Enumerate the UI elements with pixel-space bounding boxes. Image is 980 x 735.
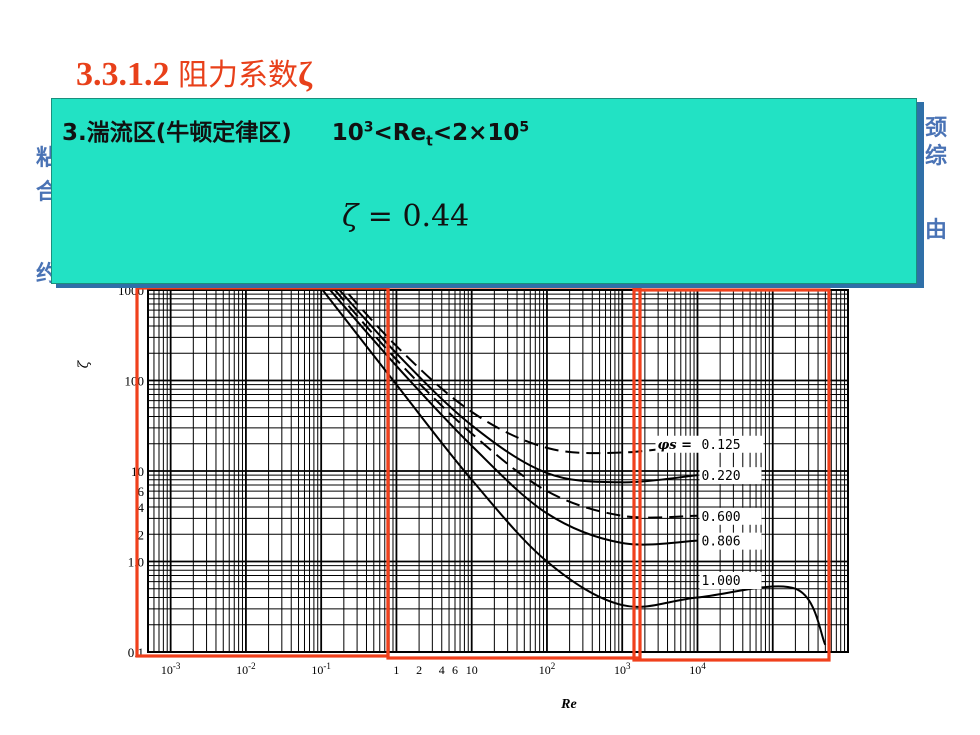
x-tick-label: 1 <box>393 663 399 677</box>
slide-title-text: 阻力系数 <box>178 58 298 93</box>
range-part: 10 <box>331 120 364 146</box>
series-line <box>320 287 827 646</box>
y-tick-label: 4 <box>138 500 145 515</box>
plot-frame <box>147 289 849 653</box>
x-tick-label: 2 <box>416 663 422 677</box>
slide-title-number: 3.3.1.2 <box>76 56 178 93</box>
range-exponent: 5 <box>519 119 530 136</box>
x-tick-label: 10 <box>466 663 478 677</box>
highlight-box-newton-region <box>632 288 831 662</box>
x-tick-label: 104 <box>689 661 706 677</box>
drag-formula: ζ = 0.44 <box>342 199 469 234</box>
series-label: 1.000 <box>701 574 740 589</box>
series-line <box>325 280 698 519</box>
hidden-text-fragment: 由 <box>925 218 948 243</box>
range-exponent: 3 <box>363 119 374 136</box>
callout-heading-text: 3.湍流区(牛顿定律区) <box>62 120 292 146</box>
y-tick-label: 6 <box>138 484 145 499</box>
hidden-text-fragment: 综 <box>925 144 948 169</box>
series-line <box>334 280 698 455</box>
y-tick-label: 2 <box>138 527 145 542</box>
series-label-bg <box>699 507 762 525</box>
slide-title: 3.3.1.2 阻力系数ζ <box>76 50 312 94</box>
range-part: <Re <box>373 120 427 146</box>
x-tick-label: 103 <box>614 661 631 677</box>
x-tick-label: 102 <box>539 661 556 677</box>
series-line <box>320 280 698 546</box>
x-tick-label: 4 <box>439 663 445 677</box>
series-label-bg <box>699 467 762 485</box>
series-label-bg <box>699 532 762 550</box>
series-label-bg <box>699 571 762 589</box>
highlight-box-stokes-region <box>135 286 390 658</box>
x-tick-label: 10-2 <box>236 661 256 677</box>
formula-value: = 0.44 <box>358 199 470 234</box>
series-label: 0.125 <box>701 438 740 453</box>
series-label-prefix: φs = <box>657 438 692 453</box>
x-axis-label: Re <box>560 697 577 712</box>
y-tick-label: 100 <box>125 374 145 389</box>
x-tick-label: 10-3 <box>161 661 181 677</box>
series-line <box>329 280 698 484</box>
range-subscript: t <box>426 133 433 150</box>
series-label: 0.806 <box>701 535 740 550</box>
hidden-text-fragment: 颈 <box>925 116 948 141</box>
reynolds-range: 103<Ret<2×105 <box>331 119 530 149</box>
callout-heading: 3.湍流区(牛顿定律区) 103<Ret<2×105 <box>62 113 530 149</box>
callout-box: 3.湍流区(牛顿定律区) 103<Ret<2×105 ζ = 0.44 <box>51 98 917 284</box>
x-tick-label: 10-1 <box>311 661 331 677</box>
highlight-box-transition-region <box>386 285 642 660</box>
range-part: <2×10 <box>432 120 520 146</box>
formula-symbol: ζ <box>342 199 359 234</box>
x-tick-label: 6 <box>452 663 458 677</box>
y-axis-label: ζ <box>76 359 92 368</box>
series-label: 0.220 <box>701 469 740 484</box>
series-label: 0.600 <box>701 510 740 525</box>
series-label-bg <box>655 435 764 453</box>
slide-title-symbol: ζ <box>298 56 313 93</box>
